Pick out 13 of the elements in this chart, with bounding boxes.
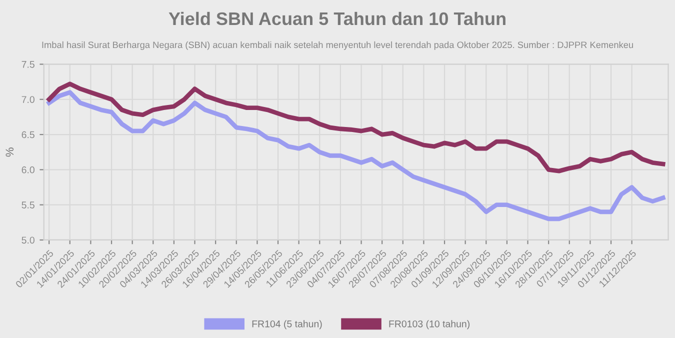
y-tick-label: 6.5: [22, 131, 34, 138]
y-tick-label: 7.0: [22, 96, 34, 103]
y-axis-title: %: [6, 148, 14, 157]
line-series: [46, 82, 666, 174]
legend-label: FR0103 (10 tahun): [389, 320, 470, 330]
y-tick-label: 7.5: [22, 61, 34, 68]
legend-label: FR104 (5 tahun): [252, 320, 322, 330]
chart-title: Yield SBN Acuan 5 Tahun dan 10 Tahun: [168, 12, 506, 26]
line-series: [46, 90, 666, 222]
chart-subtitle: Imbal hasil Surat Berharga Negara (SBN) acuan kembali naik setelah menyentuh level terendah pada Oktober 2025. Sumber : DJPPR Kemenkeu: [42, 41, 633, 50]
y-tick-label: 6.0: [22, 166, 34, 174]
y-tick-label: 5.0: [22, 236, 34, 244]
y-tick-label: 5.5: [22, 202, 34, 208]
